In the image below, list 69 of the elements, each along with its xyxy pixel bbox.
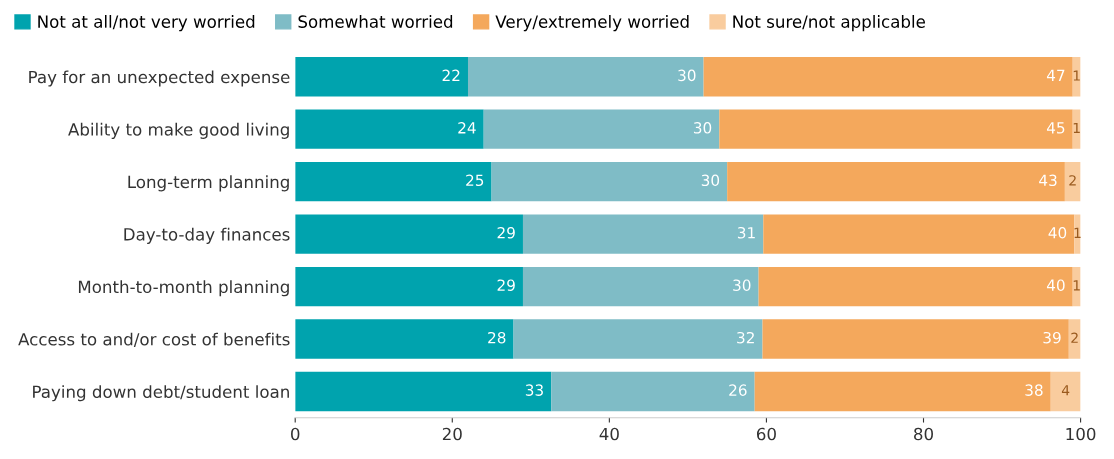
x-tick-label: 80 [914, 427, 933, 441]
y-tick-label: Paying down debt/student loan [33, 385, 289, 402]
bar [1064, 161, 1081, 202]
data-label: 38 [1025, 384, 1043, 396]
x-tick-label: 0 [291, 427, 300, 441]
data-label: 29 [497, 279, 515, 291]
y-tick-label: Month-to-month planning [78, 280, 289, 297]
data-label: 1 [1073, 122, 1080, 134]
bar [295, 109, 484, 149]
bar [763, 214, 1075, 254]
bar [719, 109, 1073, 149]
data-label: 47 [1046, 69, 1065, 81]
bar [727, 161, 1065, 202]
data-label: 1 [1073, 70, 1080, 81]
x-tick-label: 100 [1066, 427, 1096, 441]
data-label: 31 [737, 226, 755, 239]
legend-label: Very/extremely worried [495, 15, 689, 32]
data-label: 40 [1046, 279, 1065, 291]
bar [758, 266, 1073, 307]
data-label: 4 [1061, 385, 1070, 396]
data-label: 2 [1069, 175, 1076, 186]
bar [1074, 214, 1081, 254]
bar [295, 161, 492, 202]
legend-label: Not at all/not very worried [38, 15, 255, 32]
bar [295, 266, 523, 307]
data-label: 30 [693, 122, 712, 134]
data-label: 30 [733, 279, 751, 291]
data-label: 22 [442, 69, 460, 81]
data-label: 39 [1043, 331, 1061, 344]
bar [551, 371, 755, 412]
bar [522, 214, 764, 254]
x-tick-label: 60 [756, 427, 776, 441]
data-label: 24 [458, 122, 476, 134]
legend-label: Somewhat worried [298, 15, 453, 28]
bar [295, 57, 468, 97]
y-tick-label: Pay for an unexpected expense [29, 70, 290, 87]
bar [295, 371, 552, 412]
data-label: 43 [1039, 174, 1057, 187]
legend-label: Not sure/not applicable [733, 15, 925, 32]
data-label: 32 [737, 331, 754, 344]
data-label: 26 [729, 384, 747, 396]
y-tick-label: Day-to-day finances [124, 227, 290, 244]
data-label: 45 [1046, 122, 1065, 134]
data-label: 33 [525, 384, 543, 396]
data-label: 29 [497, 226, 515, 239]
data-label: 30 [678, 69, 696, 82]
data-label: 2 [1071, 332, 1078, 343]
bar [522, 266, 759, 307]
y-tick-label: Access to and/or cost of benefits [18, 332, 290, 347]
bar [754, 371, 1051, 412]
bar [491, 161, 728, 202]
bar [295, 319, 514, 359]
bar [703, 57, 1073, 97]
x-tick-label: 40 [599, 427, 619, 441]
data-label: 30 [701, 174, 720, 187]
y-tick-label: Long-term planning [128, 175, 289, 192]
bar [483, 109, 720, 149]
y-tick-label: Ability to make good living [68, 122, 289, 139]
bar [295, 214, 523, 254]
bar [762, 319, 1069, 359]
data-label: 40 [1048, 226, 1067, 239]
bar [467, 57, 704, 97]
bar [1050, 371, 1081, 412]
data-label: 28 [488, 331, 506, 344]
bar [513, 319, 763, 359]
data-label: 25 [466, 174, 484, 187]
data-label: 1 [1073, 280, 1080, 291]
x-tick-label: 20 [442, 427, 462, 441]
data-label: 1 [1074, 227, 1081, 238]
